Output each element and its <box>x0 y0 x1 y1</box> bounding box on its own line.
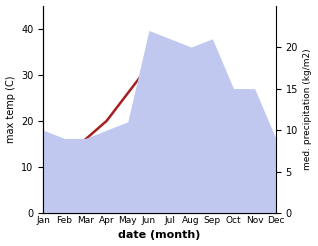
Y-axis label: max temp (C): max temp (C) <box>5 76 16 143</box>
Y-axis label: med. precipitation (kg/m2): med. precipitation (kg/m2) <box>303 48 313 170</box>
X-axis label: date (month): date (month) <box>118 231 201 240</box>
